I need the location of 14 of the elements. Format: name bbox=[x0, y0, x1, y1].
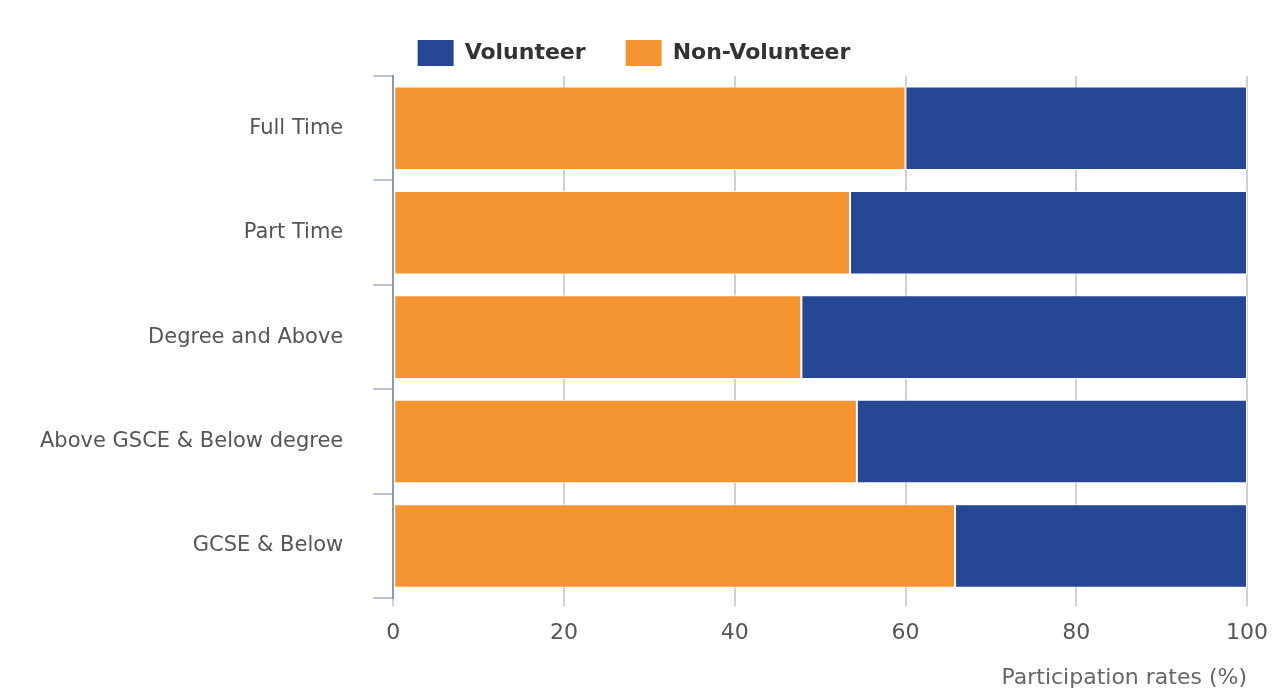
x-tick-label: 60 bbox=[891, 619, 920, 645]
x-tick-label: 100 bbox=[1226, 619, 1268, 645]
legend-label: Non-Volunteer bbox=[672, 38, 851, 64]
x-tick-label: 80 bbox=[1062, 619, 1091, 645]
legend-label: Volunteer bbox=[464, 38, 586, 64]
y-tick-label: Above GSCE & Below degree bbox=[40, 427, 344, 452]
x-axis-title: Participation rates (%) bbox=[1001, 663, 1247, 689]
y-tick-label: GCSE & Below bbox=[192, 532, 344, 557]
x-tick-label: 0 bbox=[386, 619, 401, 645]
x-tick-label: 40 bbox=[720, 619, 749, 645]
y-tick-label: Full Time bbox=[249, 114, 344, 139]
y-tick-label: Degree and Above bbox=[148, 323, 344, 348]
x-tick-label: 20 bbox=[550, 619, 579, 645]
y-tick-label: Part Time bbox=[243, 219, 344, 244]
